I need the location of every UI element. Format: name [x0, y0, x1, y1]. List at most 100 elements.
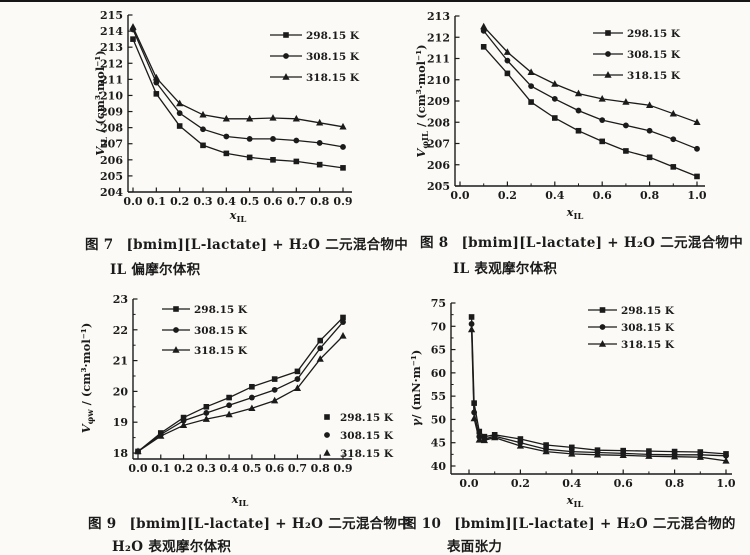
fig9-legend-entry: 318.15 K — [194, 345, 248, 357]
figure-10-caption-line1: [bmim][L-lactate] + H₂O 二元混合物的 — [454, 516, 736, 532]
fig10-x-tick-label: 0.0 — [459, 477, 478, 490]
fig7-y-tick-label: 204 — [100, 186, 123, 199]
fig10-axes: 0.0 0.2 0.4 0.6 0.8 1.0 40 45 50 55 60 65 70 75 — [431, 297, 736, 490]
fig7-y-tick-label: 205 — [100, 170, 123, 183]
figure-7-panel: 0.0 0.1 0.2 0.3 0.4 0.5 0.6 0.7 0.8 0.9 204 205 206 2… — [0, 0, 408, 278]
figure-9-number: 图 9 — [88, 516, 117, 532]
fig8-legend: 298.15 K 308.15 K 318.15 K — [593, 28, 681, 82]
figure-9-panel: 0.0 0.1 0.2 0.3 0.4 0.5 0.6 0.7 0.8 0.9 18 19 20 21 22… — [0, 270, 411, 555]
fig7-y-tick-label: 215 — [100, 9, 123, 22]
fig9-legend2-entry: 308.15 K — [340, 430, 394, 442]
fig10-x-tick-label: 1.0 — [716, 477, 735, 490]
fig7-y-axis-label: VIL / (cm³·mol⁻¹) — [93, 50, 110, 156]
fig10-x-tick-label: 0.2 — [511, 477, 530, 490]
fig9-x-tick-label: 0.1 — [151, 462, 170, 475]
page-top-rule — [0, 0, 750, 2]
fig10-y-tick-label: 60 — [431, 367, 447, 380]
fig9-legend2-entry: 298.15 K — [340, 412, 394, 424]
fig8-y-tick-label: 212 — [427, 31, 450, 44]
fig10-y-tick-label: 45 — [431, 437, 446, 450]
figure-7-number: 图 7 — [85, 237, 114, 253]
figure-10-number: 图 10 — [403, 516, 442, 532]
fig8-y-axis-label: VφIL / (cm³·mol⁻¹) — [414, 44, 431, 157]
figure-8-caption-line2: IL 表观摩尔体积 — [453, 261, 558, 277]
figure-8-panel: 0.0 0.2 0.4 0.6 0.8 1.0 205 206 207 208 209 210 211 2… — [375, 0, 750, 277]
fig10-series-318.15K — [467, 325, 730, 464]
fig7-x-tick-label: 0.7 — [287, 195, 306, 208]
fig8-legend-entry: 308.15 K — [627, 49, 681, 61]
fig7-y-tick-label: 210 — [100, 89, 123, 102]
figure-9-caption-line2: H₂O 表观摩尔体积 — [112, 539, 232, 555]
figure-8-caption: 图 8 [bmim][L-lactate] + H₂O 二元混合物中 — [420, 231, 743, 251]
fig10-legend-entry: 298.15 K — [621, 305, 675, 317]
fig8-y-tick-label: 205 — [427, 180, 450, 193]
fig8-y-tick-label: 209 — [427, 95, 450, 108]
fig9-y-tick-label: 18 — [113, 447, 129, 460]
fig8-legend-entry: 298.15 K — [627, 28, 681, 40]
fig7-y-tick-label: 206 — [100, 154, 123, 167]
fig9-x-tick-label: 0.9 — [333, 462, 352, 475]
fig10-x-tick-label: 0.8 — [665, 477, 684, 490]
fig10-y-tick-label: 55 — [431, 390, 446, 403]
fig7-x-tick-label: 0.9 — [333, 195, 352, 208]
fig7-x-tick-label: 0.5 — [240, 195, 259, 208]
fig9-x-tick-label: 0.4 — [220, 462, 239, 475]
figure-8-number: 图 8 — [420, 235, 449, 251]
fig7-y-tick-label: 211 — [100, 73, 123, 86]
fig10-y-tick-label: 75 — [431, 297, 446, 310]
fig9-y-tick-label: 23 — [113, 293, 128, 306]
fig7-legend: 298.15 K 308.15 K 318.15 K — [270, 30, 360, 84]
figure-9-caption: 图 9 [bmim][L-lactate] + H₂O 二元混合物中 — [88, 512, 411, 532]
fig8-y-tick-label: 208 — [427, 116, 450, 129]
fig10-y-tick-label: 65 — [431, 344, 446, 357]
fig7-series-308.15K — [130, 26, 346, 150]
fig7-x-tick-label: 0.3 — [193, 195, 212, 208]
fig7-y-tick-label: 212 — [100, 57, 123, 70]
fig9-y-axis-label: Vφw / (cm³·mol⁻¹) — [79, 323, 96, 434]
fig10-y-tick-label: 70 — [431, 320, 447, 333]
figure-10-chart: 0.0 0.2 0.4 0.6 0.8 1.0 40 45 50 55 60 65 70 75 γ/ (mN… — [409, 297, 736, 510]
fig7-y-tick-label: 209 — [100, 106, 123, 119]
fig9-legend2-entry: 318.15 K — [340, 448, 394, 460]
fig7-y-tick-label: 214 — [100, 25, 123, 38]
figure-10-caption: 图 10 [bmim][L-lactate] + H₂O 二元混合物的 — [403, 512, 736, 532]
fig8-x-axis-label: xIL — [566, 205, 584, 222]
fig10-y-axis-label: γ/ (mN·m⁻¹) — [409, 350, 423, 427]
fig8-series-298.15K — [480, 44, 700, 180]
fig10-x-axis-label: xIL — [566, 493, 584, 510]
fig7-legend-entry: 298.15 K — [306, 30, 360, 42]
fig8-y-tick-label: 210 — [427, 74, 450, 87]
fig9-x-tick-label: 0.0 — [128, 462, 147, 475]
figure-7-chart: 0.0 0.1 0.2 0.3 0.4 0.5 0.6 0.7 0.8 0.9 204 205 206 2… — [93, 9, 360, 225]
fig7-x-tick-label: 0.1 — [147, 195, 166, 208]
fig10-x-tick-label: 0.4 — [562, 477, 581, 490]
fig7-series-318.15K — [129, 23, 347, 130]
fig8-y-tick-label: 211 — [427, 53, 450, 66]
figure-10-panel: 0.0 0.2 0.4 0.6 0.8 1.0 40 45 50 55 60 65 70 75 γ/ (mN… — [375, 270, 750, 555]
fig9-x-tick-label: 0.5 — [242, 462, 261, 475]
figure-7-caption-line1: [bmim][L-lactate] + H₂O 二元混合物中 — [126, 237, 409, 253]
fig10-y-tick-label: 40 — [431, 460, 447, 473]
figure-8-chart: 0.0 0.2 0.4 0.6 0.8 1.0 205 206 207 208 209 210 211 2… — [414, 10, 707, 222]
fig8-y-tick-label: 207 — [427, 138, 450, 151]
fig9-x-tick-label: 0.3 — [197, 462, 216, 475]
fig10-legend-entry: 318.15 K — [621, 339, 675, 351]
fig9-x-axis-label: xIL — [231, 492, 249, 509]
fig7-x-axis-label: xIL — [229, 208, 247, 225]
fig10-series-298.15K — [468, 314, 729, 457]
fig8-x-tick-label: 0.4 — [545, 189, 564, 202]
fig8-x-tick-label: 0.8 — [640, 189, 659, 202]
fig9-y-tick-label: 22 — [113, 324, 128, 337]
fig8-axes: 0.0 0.2 0.4 0.6 0.8 1.0 205 206 207 208 209 210 211 2… — [427, 10, 707, 202]
figure-10-caption-line2: 表面张力 — [447, 539, 503, 555]
fig8-x-tick-label: 0.2 — [498, 189, 517, 202]
fig9-x-tick-label: 0.6 — [265, 462, 284, 475]
fig10-legend: 298.15 K 308.15 K 318.15 K — [588, 305, 675, 351]
fig9-legend: 298.15 K 308.15 K 318.15 K — [162, 304, 248, 357]
fig7-x-tick-label: 0.8 — [310, 195, 329, 208]
fig9-legend2: 298.15 K 308.15 K 318.15 K — [323, 412, 394, 460]
fig8-y-tick-label: 206 — [427, 159, 450, 172]
fig7-x-tick-label: 0.4 — [217, 195, 236, 208]
fig10-y-tick-label: 50 — [431, 413, 447, 426]
fig9-y-tick-label: 20 — [113, 385, 129, 398]
